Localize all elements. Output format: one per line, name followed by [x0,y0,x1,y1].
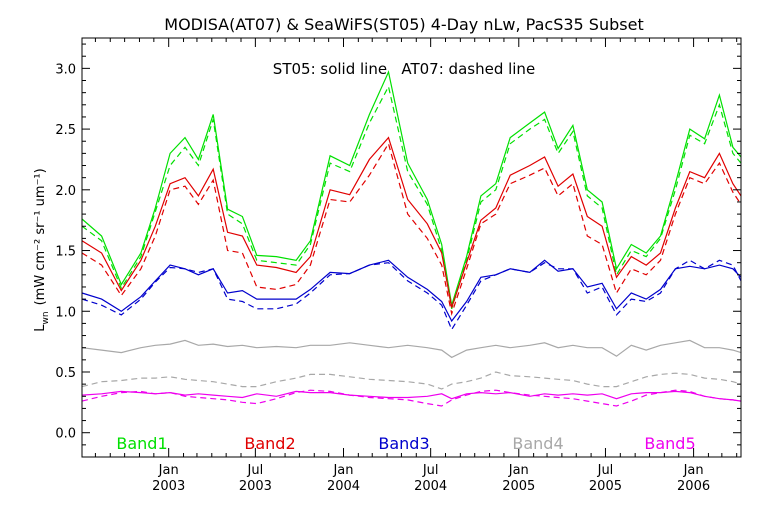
x-tick-label-month: Jan [158,463,179,478]
x-tick-label-year: 2005 [589,479,622,494]
x-tick-label-month: Jan [332,463,353,478]
x-tick-label-year: 2005 [502,479,535,494]
x-tick-label-year: 2004 [327,479,360,494]
legend-item-band2: Band2 [244,434,295,453]
x-tick-label-month: Jul [597,463,614,478]
y-axis-label: Lwn (mW cm⁻² sr⁻¹ um⁻¹) [33,168,51,331]
svg-text:Lwn(mW cm⁻² sr⁻¹ um⁻¹): Lwn (mW cm⁻² sr⁻¹ um⁻¹) [33,168,51,331]
y-tick-label: 0.0 [55,427,76,442]
y-axis-label-main: L [33,324,48,332]
legend-item-band3: Band3 [378,434,429,453]
y-tick-label: 3.0 [55,62,76,77]
series-line-band3-solid [81,259,742,323]
series-line-band1-dashed [81,84,742,309]
axes-layer: 0.00.51.01.52.02.53.0Jan2003Jul2003Jan20… [55,37,742,494]
series-line-band4-dashed [81,371,742,390]
series-line-band5-dashed [81,389,742,407]
x-tick-label-month: Jul [422,463,439,478]
x-tick-label-month: Jan [683,463,704,478]
y-tick-label: 2.5 [55,123,76,138]
y-axis-label-sub: wn [41,311,51,324]
chart-annotation: ST05: solid line AT07: dashed line [273,60,535,78]
x-tick-label-year: 2003 [239,479,272,494]
legend-item-band5: Band5 [644,434,695,453]
x-tick-label-month: Jan [508,463,529,478]
x-tick-label-month: Jul [247,463,264,478]
series-line-band2-solid [81,136,742,308]
y-tick-label: 1.0 [55,305,76,320]
series-line-band3-dashed [81,259,742,331]
legend-item-band1: Band1 [116,434,167,453]
legend-item-band4: Band4 [512,434,563,453]
series-line-band4-solid [81,339,742,359]
x-tick-label-year: 2006 [677,479,710,494]
y-tick-label: 1.5 [55,245,76,260]
plot-frame [81,37,742,458]
y-tick-label: 2.0 [55,184,76,199]
x-tick-label-year: 2003 [152,479,185,494]
y-axis-label-units: (mW cm⁻² sr⁻¹ um⁻¹) [33,168,48,305]
legend: Band1 Band2 Band3 Band4 Band5 [116,434,695,453]
x-tick-label-year: 2004 [414,479,447,494]
series-line-band1-solid [81,70,742,306]
y-tick-label: 0.5 [55,366,76,381]
series-line-band2-dashed [81,142,742,317]
series-layer [81,70,742,407]
series-line-band5-solid [81,390,742,402]
chart-title: MODISA(AT07) & SeaWiFS(ST05) 4-Day nLw, … [164,15,643,34]
